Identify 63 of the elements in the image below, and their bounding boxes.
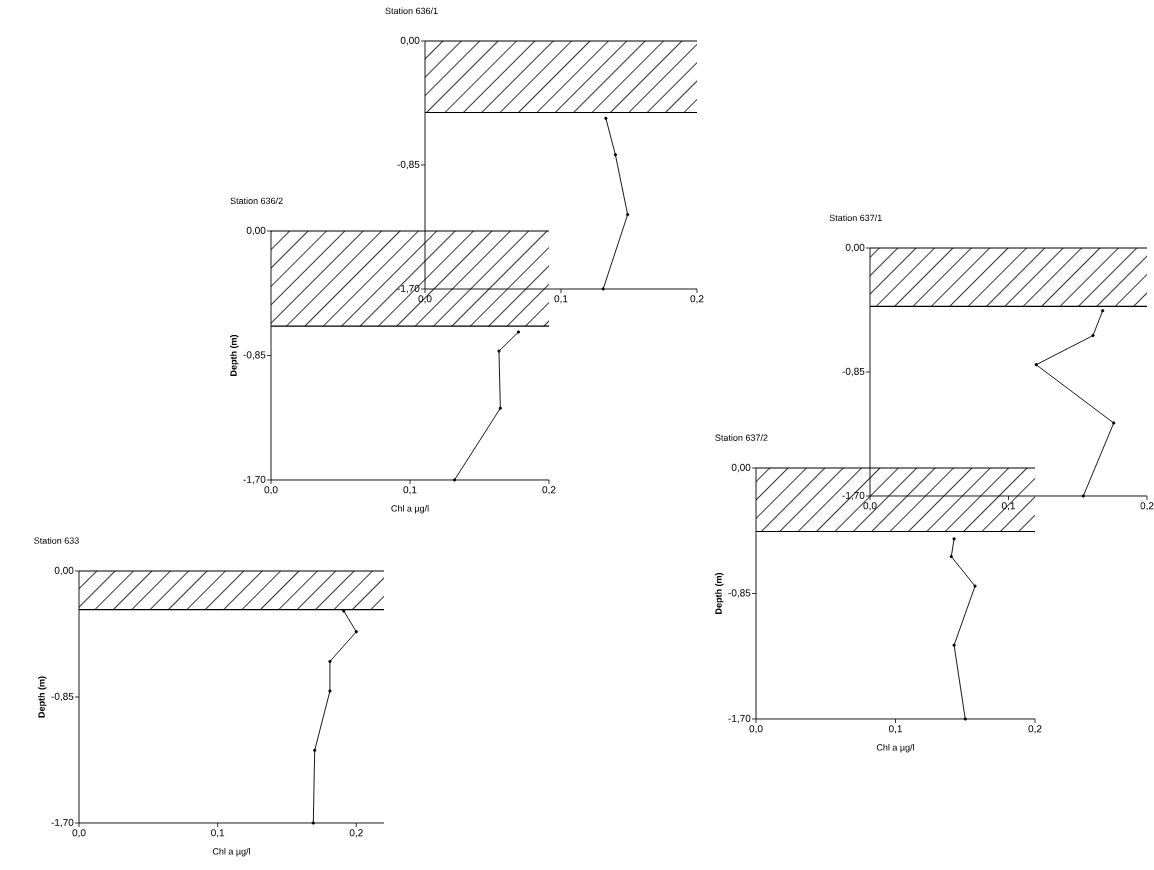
y-tick-label: -1,70 bbox=[243, 475, 266, 485]
y-axis-title: Depth (m) bbox=[230, 334, 239, 376]
point bbox=[601, 287, 605, 291]
chart-title: Station 636/1 bbox=[385, 7, 438, 15]
x-axis-title: Chl a µg/l bbox=[876, 743, 914, 753]
point bbox=[963, 717, 967, 721]
x-tick-label: 0,2 bbox=[690, 295, 704, 304]
point bbox=[604, 116, 608, 120]
point bbox=[313, 748, 317, 753]
y-tick-label: 0,00 bbox=[246, 226, 266, 236]
y-tick-label: 0,00 bbox=[54, 566, 74, 576]
point bbox=[973, 584, 977, 588]
point bbox=[1091, 333, 1095, 338]
point bbox=[354, 630, 358, 634]
chart-title: Station 637/1 bbox=[829, 214, 882, 222]
point bbox=[452, 478, 457, 482]
y-tick-label: -1,70 bbox=[728, 714, 751, 724]
chart-title: Station 637/2 bbox=[715, 434, 768, 441]
point bbox=[625, 212, 630, 217]
x-tick-label: 0,1 bbox=[554, 295, 568, 304]
point bbox=[613, 153, 618, 157]
x-tick-label: 0,1 bbox=[403, 486, 417, 495]
y-tick-label: -1,70 bbox=[397, 284, 420, 294]
point bbox=[1034, 363, 1038, 367]
y-tick-label: -0,85 bbox=[397, 160, 420, 170]
point bbox=[311, 821, 315, 825]
x-tick-label: 0,1 bbox=[211, 829, 225, 838]
point bbox=[328, 659, 332, 664]
point bbox=[949, 554, 953, 559]
x-tick-label: 0,1 bbox=[888, 725, 902, 734]
x-tick-label: 0,1 bbox=[1001, 502, 1015, 511]
y-tick-label: 0,00 bbox=[731, 463, 751, 473]
x-axis-title: Chl a µg/l bbox=[391, 504, 429, 514]
chart-title: Station 636/2 bbox=[230, 197, 283, 205]
point bbox=[1101, 309, 1105, 313]
point bbox=[1081, 494, 1085, 498]
x-tick-label: 0,2 bbox=[349, 829, 363, 838]
x-tick-label: 0,2 bbox=[1028, 725, 1042, 734]
x-tick-label: 0,0 bbox=[863, 502, 877, 511]
x-tick-label: 0,2 bbox=[1140, 502, 1154, 511]
x-tick-label: 0,0 bbox=[72, 829, 86, 838]
y-tick-label: -0,85 bbox=[842, 367, 865, 377]
point bbox=[497, 349, 501, 353]
point bbox=[952, 537, 956, 541]
y-axis-title: Depth (m) bbox=[38, 676, 47, 718]
x-tick-label: 0,0 bbox=[749, 725, 763, 734]
point bbox=[342, 609, 346, 613]
y-axis-title: Depth (m) bbox=[715, 572, 724, 614]
point bbox=[952, 643, 956, 647]
point bbox=[516, 330, 521, 334]
y-tick-label: 0,00 bbox=[845, 243, 865, 253]
y-tick-label: -1,70 bbox=[51, 818, 74, 828]
y-tick-label: -0,85 bbox=[728, 589, 751, 598]
point bbox=[328, 689, 332, 693]
point bbox=[498, 406, 503, 410]
x-tick-label: 0,0 bbox=[264, 486, 278, 495]
x-tick-label: 0,2 bbox=[542, 486, 556, 495]
y-tick-label: -0,85 bbox=[243, 351, 266, 360]
y-tick-label: -0,85 bbox=[51, 692, 74, 702]
x-axis-title: Chl a µg/l bbox=[212, 847, 250, 857]
chart-title: Station 633 bbox=[34, 537, 79, 544]
point bbox=[1112, 421, 1116, 425]
y-tick-label: 0,00 bbox=[400, 36, 420, 46]
